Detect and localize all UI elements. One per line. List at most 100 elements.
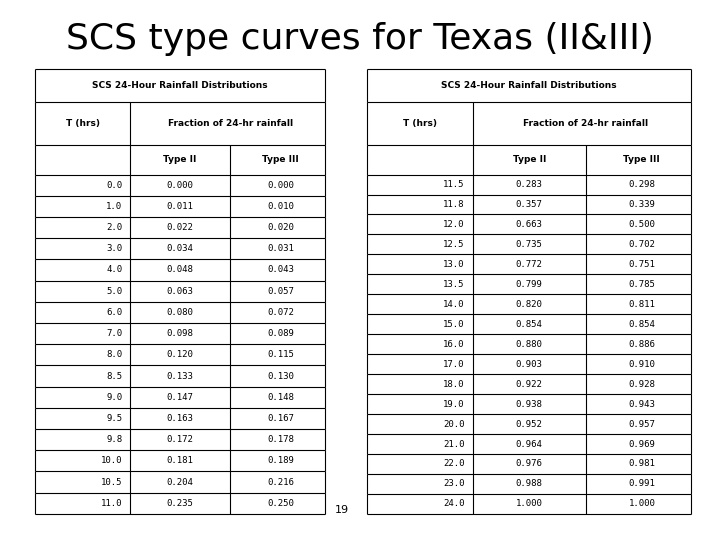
- Text: 0.178: 0.178: [267, 435, 294, 444]
- Text: 0.820: 0.820: [516, 300, 543, 309]
- Text: 0.702: 0.702: [629, 240, 655, 249]
- Text: 0.981: 0.981: [629, 460, 655, 469]
- Text: 0.167: 0.167: [267, 414, 294, 423]
- Text: 0.063: 0.063: [166, 287, 194, 296]
- Text: 0.216: 0.216: [267, 477, 294, 487]
- Text: 0.988: 0.988: [516, 480, 543, 488]
- Text: 14.0: 14.0: [443, 300, 464, 309]
- Text: 19.0: 19.0: [443, 400, 464, 409]
- Text: Fraction of 24-hr rainfall: Fraction of 24-hr rainfall: [523, 119, 648, 128]
- Text: 0.147: 0.147: [166, 393, 194, 402]
- Text: 0.886: 0.886: [629, 340, 655, 349]
- Text: 0.938: 0.938: [516, 400, 543, 409]
- Text: 0.928: 0.928: [629, 380, 655, 389]
- Text: 0.854: 0.854: [516, 320, 543, 329]
- Text: 13.0: 13.0: [443, 260, 464, 269]
- Text: 6.0: 6.0: [107, 308, 122, 317]
- Text: 0.000: 0.000: [267, 181, 294, 190]
- Text: SCS 24-Hour Rainfall Distributions: SCS 24-Hour Rainfall Distributions: [92, 81, 268, 90]
- Text: 11.5: 11.5: [443, 180, 464, 189]
- Text: 8.0: 8.0: [107, 350, 122, 359]
- Text: 0.854: 0.854: [629, 320, 655, 329]
- Text: 16.0: 16.0: [443, 340, 464, 349]
- Text: 0.000: 0.000: [166, 181, 194, 190]
- Text: 0.811: 0.811: [629, 300, 655, 309]
- Text: 0.500: 0.500: [629, 220, 655, 229]
- Text: 23.0: 23.0: [443, 480, 464, 488]
- Text: 18.0: 18.0: [443, 380, 464, 389]
- Text: 0.010: 0.010: [267, 202, 294, 211]
- Text: 9.8: 9.8: [107, 435, 122, 444]
- Text: 0.339: 0.339: [629, 200, 655, 209]
- Text: 11.0: 11.0: [101, 499, 122, 508]
- Text: 0.181: 0.181: [166, 456, 194, 465]
- Text: 0.080: 0.080: [166, 308, 194, 317]
- Text: Fraction of 24-hr rainfall: Fraction of 24-hr rainfall: [168, 119, 293, 128]
- Text: 0.751: 0.751: [629, 260, 655, 269]
- Text: 0.943: 0.943: [629, 400, 655, 409]
- Text: 0.785: 0.785: [629, 280, 655, 289]
- Text: 0.976: 0.976: [516, 460, 543, 469]
- Text: 1.000: 1.000: [629, 500, 655, 508]
- Text: Type II: Type II: [513, 156, 546, 164]
- Text: 0.298: 0.298: [629, 180, 655, 189]
- Text: 0.115: 0.115: [267, 350, 294, 359]
- Text: Type III: Type III: [262, 156, 299, 164]
- Text: 15.0: 15.0: [443, 320, 464, 329]
- Text: SCS type curves for Texas (II&III): SCS type curves for Texas (II&III): [66, 22, 654, 56]
- Text: 0.957: 0.957: [629, 420, 655, 429]
- Text: 0.048: 0.048: [166, 266, 194, 274]
- Text: 24.0: 24.0: [443, 500, 464, 508]
- Text: 12.5: 12.5: [443, 240, 464, 249]
- Text: T (hrs): T (hrs): [66, 119, 99, 128]
- Text: 21.0: 21.0: [443, 440, 464, 449]
- Text: 0.189: 0.189: [267, 456, 294, 465]
- Text: 0.057: 0.057: [267, 287, 294, 296]
- Text: 0.072: 0.072: [267, 308, 294, 317]
- Text: 22.0: 22.0: [443, 460, 464, 469]
- Text: 0.357: 0.357: [516, 200, 543, 209]
- Text: 0.130: 0.130: [267, 372, 294, 381]
- Text: 0.204: 0.204: [166, 477, 194, 487]
- Text: 0.663: 0.663: [516, 220, 543, 229]
- Text: 0.922: 0.922: [516, 380, 543, 389]
- Text: Type II: Type II: [163, 156, 197, 164]
- Text: 0.910: 0.910: [629, 360, 655, 369]
- Text: 1.000: 1.000: [516, 500, 543, 508]
- Text: 0.031: 0.031: [267, 244, 294, 253]
- Text: 0.235: 0.235: [166, 499, 194, 508]
- Text: T (hrs): T (hrs): [403, 119, 437, 128]
- Text: 0.991: 0.991: [629, 480, 655, 488]
- Text: 19: 19: [335, 505, 349, 515]
- Text: 0.250: 0.250: [267, 499, 294, 508]
- Text: 0.172: 0.172: [166, 435, 194, 444]
- Text: 0.089: 0.089: [267, 329, 294, 338]
- Text: 0.880: 0.880: [516, 340, 543, 349]
- Text: 10.0: 10.0: [101, 456, 122, 465]
- Text: 0.799: 0.799: [516, 280, 543, 289]
- Text: 7.0: 7.0: [107, 329, 122, 338]
- Text: 0.098: 0.098: [166, 329, 194, 338]
- Text: 0.133: 0.133: [166, 372, 194, 381]
- Text: 0.011: 0.011: [166, 202, 194, 211]
- Text: 10.5: 10.5: [101, 477, 122, 487]
- Text: 4.0: 4.0: [107, 266, 122, 274]
- Text: 0.283: 0.283: [516, 180, 543, 189]
- Text: 0.0: 0.0: [107, 181, 122, 190]
- Text: Type III: Type III: [624, 156, 660, 164]
- Text: 2.0: 2.0: [107, 223, 122, 232]
- Text: 0.120: 0.120: [166, 350, 194, 359]
- Text: 5.0: 5.0: [107, 287, 122, 296]
- Text: 0.903: 0.903: [516, 360, 543, 369]
- Text: 0.969: 0.969: [629, 440, 655, 449]
- Text: 0.735: 0.735: [516, 240, 543, 249]
- Text: 13.5: 13.5: [443, 280, 464, 289]
- Text: 11.8: 11.8: [443, 200, 464, 209]
- Text: SCS 24-Hour Rainfall Distributions: SCS 24-Hour Rainfall Distributions: [441, 81, 617, 90]
- Text: 9.5: 9.5: [107, 414, 122, 423]
- Text: 0.952: 0.952: [516, 420, 543, 429]
- Text: 0.772: 0.772: [516, 260, 543, 269]
- Text: 0.022: 0.022: [166, 223, 194, 232]
- Text: 17.0: 17.0: [443, 360, 464, 369]
- Text: 0.020: 0.020: [267, 223, 294, 232]
